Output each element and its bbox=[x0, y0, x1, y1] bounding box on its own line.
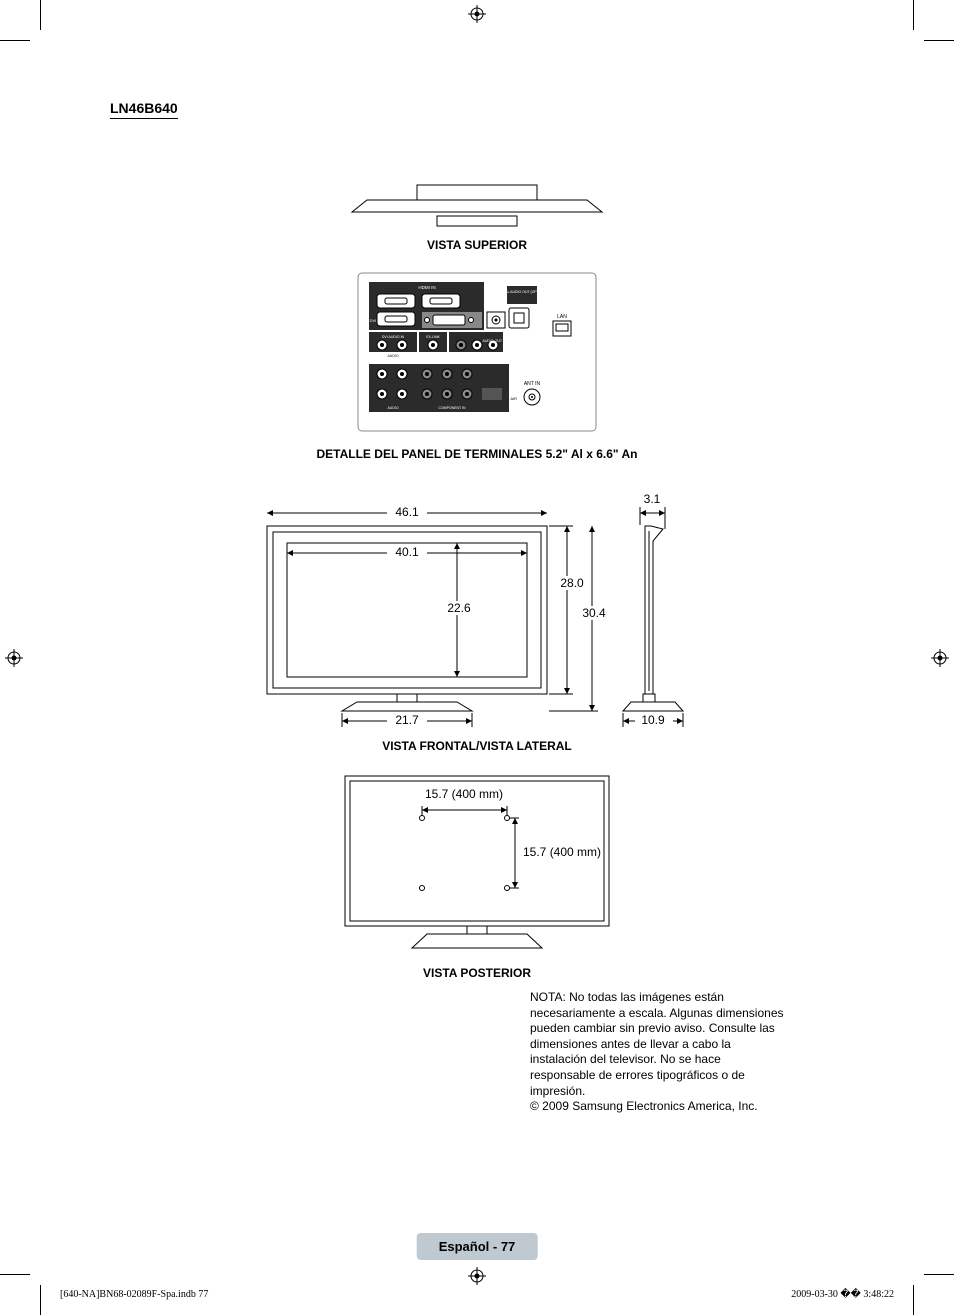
audio-out-label: AUDIO OUT bbox=[483, 339, 503, 343]
dvi-label: DVI bbox=[370, 318, 377, 323]
dim-side-base: 10.9 bbox=[641, 713, 665, 727]
registration-mark-icon bbox=[931, 649, 949, 667]
note-text: NOTA: No todas las imágenes están necesa… bbox=[530, 990, 784, 1099]
doc-footer-left: [640-NA]BN68-02089F-Spa.indb 77 bbox=[60, 1289, 208, 1300]
note-block: NOTA: No todas las imágenes están necesa… bbox=[530, 990, 784, 1115]
registration-mark-icon bbox=[468, 1267, 486, 1285]
dim-screen-width: 40.1 bbox=[395, 545, 419, 559]
note-copyright: © 2009 Samsung Electronics America, Inc. bbox=[530, 1099, 784, 1115]
dvi-audio-label: DVI AUDIO IN bbox=[382, 335, 405, 339]
top-view-diagram bbox=[347, 180, 607, 230]
registration-mark-icon bbox=[468, 5, 486, 23]
rear-view-figure: 15.7 (400 mm) 15.7 (400 mm) VISTA POSTER… bbox=[50, 768, 904, 980]
audio-lr-label: AUDIO bbox=[387, 354, 398, 358]
dim-height-stand: 30.4 bbox=[582, 606, 606, 620]
doc-footer-right: 2009-03-30 �� 3:48:22 bbox=[791, 1289, 894, 1300]
crop-mark bbox=[913, 0, 914, 30]
optical-label: DIGITAL AUDIO OUT (OPTICAL) bbox=[496, 290, 548, 294]
front-side-figure: 46.1 40.1 22.6 21.7 bbox=[50, 481, 904, 753]
registration-mark-icon bbox=[5, 649, 23, 667]
crop-mark bbox=[40, 1285, 41, 1315]
exlink-label: EX-LINK bbox=[426, 335, 440, 339]
dim-screen-height: 22.6 bbox=[447, 601, 471, 615]
dim-front-width: 46.1 bbox=[395, 505, 419, 519]
terminal-panel-diagram: HDMI IN DVI DIGITAL AUDIO OUT (OPTICAL) … bbox=[357, 272, 597, 432]
rear-view-diagram: 15.7 (400 mm) 15.7 (400 mm) bbox=[337, 768, 617, 958]
front-side-diagram: 46.1 40.1 22.6 21.7 bbox=[257, 481, 697, 731]
crop-mark bbox=[924, 1274, 954, 1275]
air-label: AIR bbox=[510, 396, 517, 401]
lan-label: LAN bbox=[557, 314, 567, 320]
dim-vesa-h: 15.7 (400 mm) bbox=[425, 787, 503, 801]
audio-label-2: AUDIO bbox=[387, 406, 398, 410]
terminal-panel-figure: HDMI IN DVI DIGITAL AUDIO OUT (OPTICAL) … bbox=[50, 272, 904, 461]
crop-mark bbox=[40, 0, 41, 30]
crop-mark bbox=[0, 1274, 30, 1275]
crop-mark bbox=[924, 40, 954, 41]
dim-side-top: 3.1 bbox=[644, 492, 661, 506]
page: LN46B640 VISTA SUPERIOR HDMI IN DVI bbox=[0, 0, 954, 1315]
crop-mark bbox=[0, 40, 30, 41]
dim-height-nostand: 28.0 bbox=[560, 576, 584, 590]
front-side-caption: VISTA FRONTAL/VISTA LATERAL bbox=[50, 739, 904, 753]
component-label: COMPONENT IN bbox=[438, 406, 466, 410]
dim-vesa-v: 15.7 (400 mm) bbox=[523, 845, 601, 859]
panel-caption: DETALLE DEL PANEL DE TERMINALES 5.2" Al … bbox=[50, 447, 904, 461]
page-number-badge: Español - 77 bbox=[417, 1233, 538, 1260]
crop-mark bbox=[913, 1285, 914, 1315]
antin-label: ANT IN bbox=[524, 381, 541, 387]
dim-base-width: 21.7 bbox=[395, 713, 419, 727]
model-number: LN46B640 bbox=[110, 100, 178, 119]
top-view-caption: VISTA SUPERIOR bbox=[50, 238, 904, 252]
rear-caption: VISTA POSTERIOR bbox=[50, 966, 904, 980]
hdmi-label: HDMI IN bbox=[418, 285, 435, 290]
top-view-figure: VISTA SUPERIOR bbox=[50, 180, 904, 252]
